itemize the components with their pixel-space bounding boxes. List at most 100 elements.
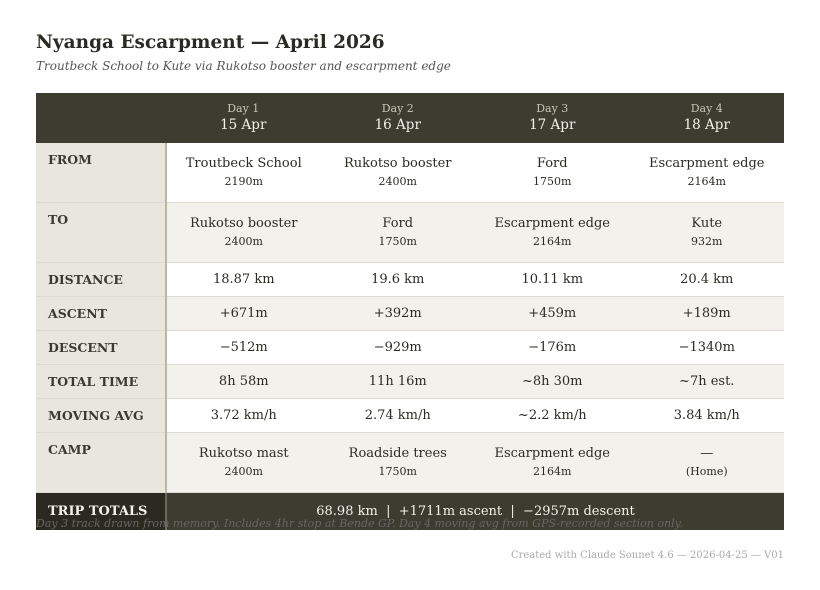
table-cell: Rukotso booster 2400m [320,143,475,203]
table-cell: Rukotso booster 2400m [166,202,321,263]
cell-value: 3.72 km/h [210,408,277,423]
table-cell: 8h 58m [166,364,321,399]
table-cell: Escarpment edge 2164m [475,202,630,263]
table-cell: ~8h 30m [475,364,630,399]
cell-value: Troutbeck School [185,156,302,171]
row-label: CAMP [36,432,167,493]
table-cell: Ford 1750m [320,202,475,263]
cell-subvalue: 2164m [533,465,572,478]
totals-label: TRIP TOTALS [36,492,167,530]
day-label: Day 2 [381,102,414,115]
table-cell: ~2.2 km/h [475,398,630,433]
table-row-total-time: TOTAL TIME 8h 58m 11h 16m ~8h 30m ~7h est. [36,364,784,399]
table-cell: +671m [166,296,321,331]
cell-value: −176m [528,340,577,355]
table-cell: −1340m [629,330,784,365]
table-cell: Escarpment edge 2164m [629,143,784,203]
table-cell: Roadside trees 1750m [320,432,475,493]
table-cell: +392m [320,296,475,331]
table-cell: ~7h est. [629,364,784,399]
table-cell: Kute 932m [629,202,784,263]
table-row-camp: CAMP Rukotso mast 2400m Roadside trees 1750m… [36,432,784,493]
cell-value: 10.11 km [521,272,584,287]
table-cell: Ford 1750m [475,143,630,203]
table-cell: −512m [166,330,321,365]
table-cell: +189m [629,296,784,331]
day-date: 17 Apr [529,117,576,133]
cell-subvalue: 2400m [224,235,263,248]
cell-value: 11h 16m [368,374,427,389]
cell-value: 3.84 km/h [673,408,740,423]
table-row-ascent: ASCENT +671m +392m +459m +189m [36,296,784,331]
cell-value: 19.6 km [371,272,425,287]
row-label: TO [36,202,167,263]
header-day-1: Day 1 15 Apr [166,93,321,143]
cell-value: +392m [373,306,422,321]
cell-value: Ford [382,216,414,231]
cell-subvalue: 1750m [533,175,572,188]
cell-subvalue: 932m [691,235,723,248]
cell-value: Escarpment edge [648,156,765,171]
cell-value: −1340m [678,340,735,355]
cell-value: ~7h est. [679,374,735,389]
cell-value: Escarpment edge [494,216,610,231]
day-label: Day 4 [690,102,723,115]
cell-value: 18.87 km [212,272,275,287]
page-title: Nyanga Escarpment — April 2026 [36,32,385,53]
table-cell: Troutbeck School 2190m [166,143,321,203]
cell-value: −512m [219,340,268,355]
cell-value: ~2.2 km/h [517,408,587,423]
cell-value: Escarpment edge [494,446,610,461]
header-corner [36,93,166,143]
table-cell: +459m [475,296,630,331]
cell-subvalue: 2164m [687,175,726,188]
row-label: MOVING AVG [36,398,167,433]
credit-line: Created with Claude Sonnet 4.6 — 2026-04… [510,550,784,561]
table-cell: 2.74 km/h [320,398,475,433]
table-cell: Escarpment edge 2164m [475,432,630,493]
table-cell: 11h 16m [320,364,475,399]
cell-value: Ford [536,156,568,171]
table-row-distance: DISTANCE 18.87 km 19.6 km 10.11 km 20.4 km [36,262,784,297]
table-cell: Rukotso mast 2400m [166,432,321,493]
cell-value: Rukotso booster [344,156,452,171]
row-label: FROM [36,143,167,203]
table-row-descent: DESCENT −512m −929m −176m −1340m [36,330,784,365]
cell-subvalue: 2190m [224,175,263,188]
row-label: ASCENT [36,296,167,331]
cell-value: — [700,446,714,461]
header-day-3: Day 3 17 Apr [475,93,630,143]
cell-subvalue: 1750m [378,235,417,248]
trip-table: Day 1 15 Apr Day 2 16 Apr Day 3 17 Apr Day … [36,93,784,530]
cell-value: Rukotso booster [190,216,298,231]
cell-value: +189m [682,306,731,321]
day-label: Day 1 [227,102,260,115]
day-date: 16 Apr [374,117,421,133]
row-label: TOTAL TIME [36,364,167,399]
cell-value: ~8h 30m [521,374,583,389]
cell-subvalue: 2400m [224,465,263,478]
footnote: Day 3 track drawn from memory. Includes … [36,517,683,530]
table-cell: 10.11 km [475,262,630,297]
cell-value: Roadside trees [348,446,447,461]
cell-value: 8h 58m [218,374,269,389]
header-row: Day 1 15 Apr Day 2 16 Apr Day 3 17 Apr Day … [36,93,784,143]
cell-subvalue: 2164m [533,235,572,248]
day-label: Day 3 [536,102,569,115]
day-date: 18 Apr [683,117,730,133]
day-date: 15 Apr [220,117,267,133]
cell-value: 2.74 km/h [364,408,431,423]
table-cell: 18.87 km [166,262,321,297]
cell-value: +671m [219,306,268,321]
row-label: DESCENT [36,330,167,365]
cell-subvalue: 2400m [378,175,417,188]
table-cell: −176m [475,330,630,365]
table-row-from: FROM Troutbeck School 2190m Rukotso booster… [36,143,784,203]
table-cell: 19.6 km [320,262,475,297]
table-cell: −929m [320,330,475,365]
page-subtitle: Troutbeck School to Kute via Rukotso boo… [36,59,451,73]
table-cell: 3.72 km/h [166,398,321,433]
header-day-4: Day 4 18 Apr [629,93,784,143]
cell-value: 20.4 km [680,272,734,287]
table-cell: 3.84 km/h [629,398,784,433]
